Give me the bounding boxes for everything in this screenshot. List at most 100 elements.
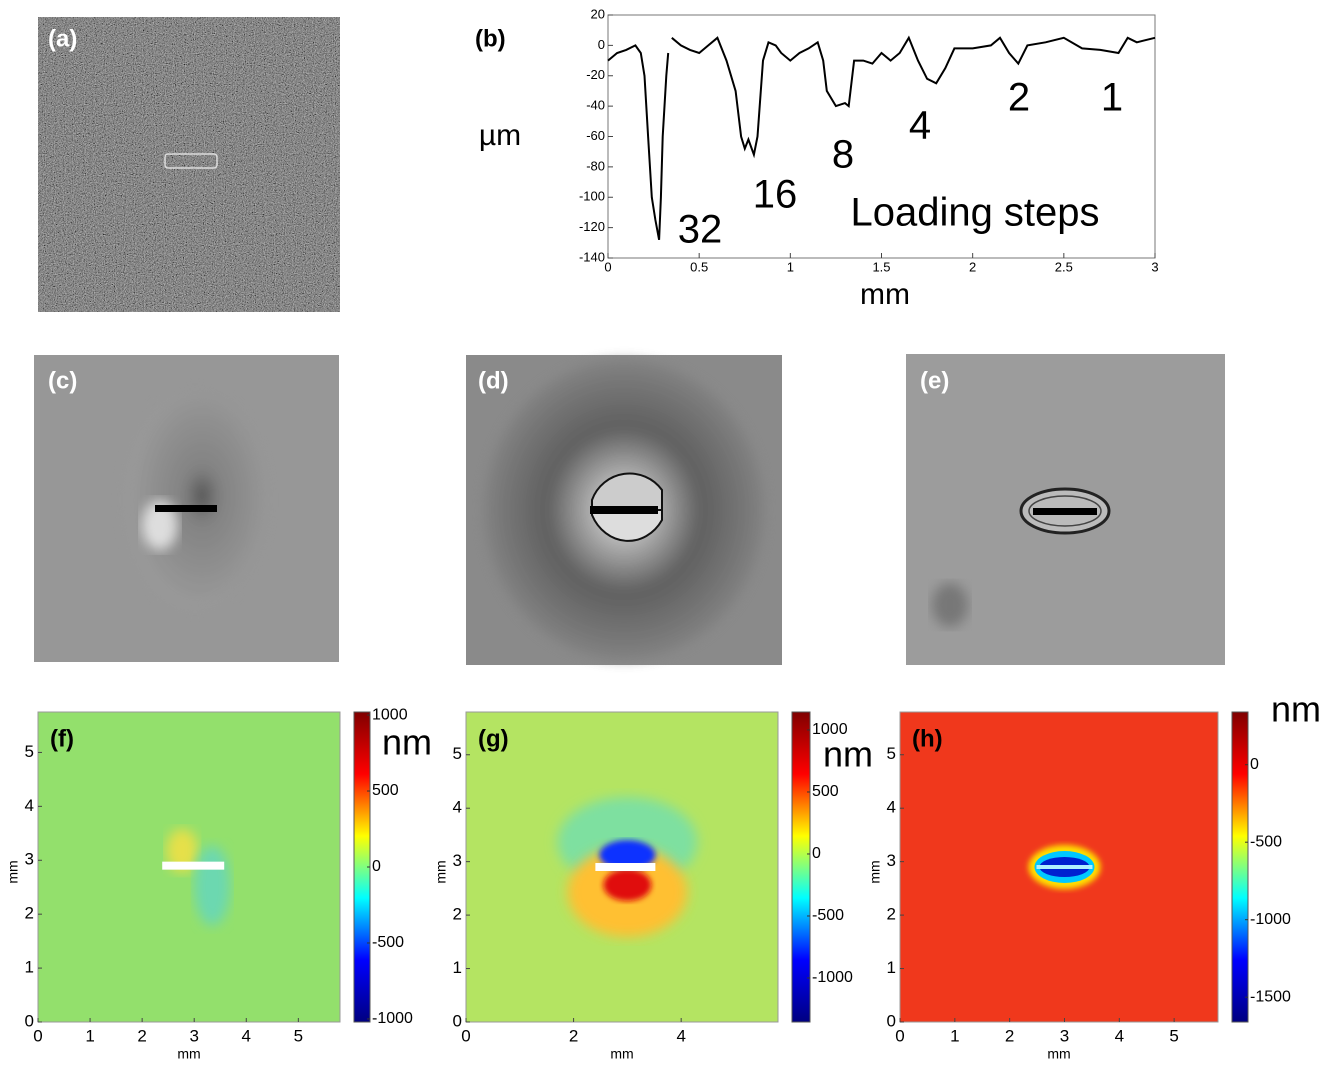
x-tick-label: 3	[1060, 1026, 1069, 1045]
panel-label: (c)	[48, 367, 77, 394]
crack	[1033, 508, 1097, 515]
fringe	[1028, 495, 1102, 527]
fringe	[591, 472, 663, 511]
y-axis-label: mm	[867, 860, 883, 883]
x-tick-label: 2	[969, 259, 976, 274]
x-tick-label: 2	[1005, 1026, 1014, 1045]
x-axis-label: mm	[610, 1046, 633, 1062]
x-tick-label: 0	[604, 259, 611, 274]
colorbar-tick-label: 500	[372, 782, 399, 799]
heatmap-feature	[557, 797, 698, 937]
colorbar-unit: nm	[1271, 689, 1321, 730]
x-axis-label: mm	[1047, 1046, 1070, 1062]
colorbar	[1231, 711, 1249, 1023]
image-panel-d: (d)	[466, 355, 782, 665]
x-axis-label: mm	[860, 278, 910, 311]
shading	[142, 500, 178, 550]
y-tick-label: 5	[25, 742, 34, 761]
speckle-noise	[38, 17, 340, 312]
panel-label: (f)	[50, 725, 74, 752]
annotation: 4	[909, 104, 931, 148]
x-tick-label: 4	[242, 1026, 251, 1045]
x-tick-label: 3	[1151, 259, 1158, 274]
y-tick-label: -120	[579, 219, 605, 234]
y-tick-label: 3	[887, 851, 896, 870]
y-tick-label: 5	[453, 744, 462, 763]
y-tick-label: -40	[586, 98, 605, 113]
colorbar-tick-label: 0	[812, 845, 821, 862]
colorbar-tick-label: 500	[812, 783, 839, 800]
y-tick-label: 3	[453, 851, 462, 870]
x-tick-label: 2	[569, 1026, 578, 1045]
y-tick-label: 20	[591, 6, 605, 21]
crack	[162, 861, 225, 870]
y-tick-label: 1	[887, 958, 896, 977]
x-tick-label: 1	[787, 259, 794, 274]
y-tick-label: -20	[586, 67, 605, 82]
indent-mark	[164, 153, 218, 169]
x-tick-label: 4	[676, 1026, 685, 1045]
y-tick-label: 0	[25, 1011, 34, 1030]
panel-label: (d)	[478, 367, 509, 394]
shading	[932, 583, 968, 627]
x-tick-label: 1.5	[872, 259, 890, 274]
x-axis-label: mm	[177, 1046, 200, 1062]
y-tick-label: 0	[453, 1011, 462, 1030]
colorbar-unit: nm	[823, 734, 873, 775]
y-axis-label: µm	[479, 119, 521, 152]
colorbar-tick-label: -1000	[1250, 911, 1291, 928]
y-tick-label: 2	[25, 904, 34, 923]
fringe	[591, 509, 663, 542]
heatmap-feature	[162, 828, 231, 926]
y-tick-label: -80	[586, 158, 605, 173]
plot-frame	[465, 711, 779, 1023]
x-tick-label: 0.5	[690, 259, 708, 274]
colorbar-tick-label: 1000	[372, 706, 408, 723]
crack	[1036, 865, 1093, 869]
colorbar-tick-label: -500	[812, 907, 844, 924]
profile-line	[607, 35, 1156, 240]
panel-label: (b)	[475, 25, 506, 52]
y-tick-label: 3	[25, 850, 34, 869]
annotation: 32	[678, 208, 723, 252]
y-tick-label: -60	[586, 128, 605, 143]
annotation: 2	[1008, 76, 1030, 120]
x-tick-label: 5	[1169, 1026, 1178, 1045]
colorbar-tick-label: -500	[372, 934, 404, 951]
feature	[603, 869, 652, 901]
x-tick-label: 1	[85, 1026, 94, 1045]
y-axis-label: mm	[433, 860, 449, 883]
colorbar-tick-label: -1000	[812, 969, 853, 986]
image-panel-c: (c)	[34, 355, 339, 662]
y-tick-label: 1	[25, 958, 34, 977]
plot-frame	[899, 711, 1219, 1023]
panel-label: (e)	[920, 367, 949, 394]
heatmap-feature	[1028, 845, 1101, 889]
x-tick-label: 5	[294, 1026, 303, 1045]
y-tick-label: 4	[887, 798, 896, 817]
y-tick-label: 2	[887, 905, 896, 924]
annotation: 16	[753, 173, 798, 217]
annotation: 1	[1101, 76, 1123, 120]
panel-label: (h)	[912, 725, 943, 752]
colorbar-tick-label: 0	[372, 858, 381, 875]
y-axis-label: mm	[5, 860, 21, 883]
colorbar-tick-label: 0	[1250, 756, 1259, 773]
colorbar	[791, 711, 811, 1023]
x-tick-label: 0	[33, 1026, 42, 1045]
colorbar-tick-label: 1000	[812, 721, 848, 738]
colorbar-tick-label: -1000	[372, 1010, 413, 1027]
y-tick-label: 4	[25, 796, 34, 815]
y-tick-label: -140	[579, 249, 605, 264]
annotation: Loading steps	[850, 191, 1099, 235]
x-tick-label: 0	[461, 1026, 470, 1045]
colorbar-tick-label: -500	[1250, 833, 1282, 850]
x-tick-label: 1	[950, 1026, 959, 1045]
crack	[590, 506, 658, 514]
y-tick-label: -100	[579, 189, 605, 204]
feature	[194, 845, 231, 926]
y-tick-label: 4	[453, 798, 462, 817]
crack	[595, 863, 656, 871]
y-tick-label: 1	[453, 958, 462, 977]
